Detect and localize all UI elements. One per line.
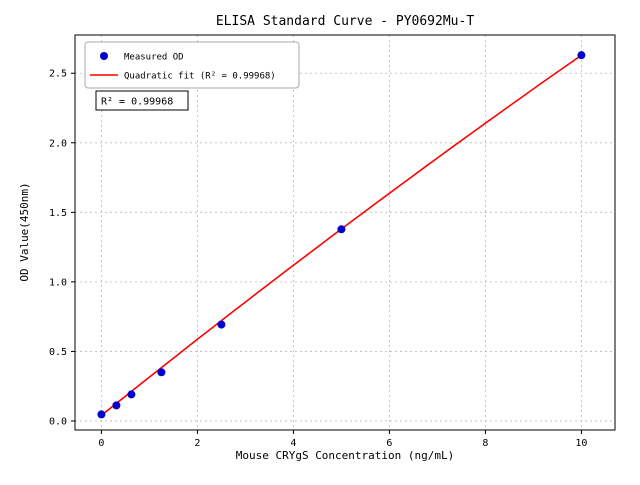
y-tick-label: 0.0: [49, 416, 67, 427]
measured-od-point: [577, 51, 586, 60]
legend-box: [84, 41, 300, 89]
x-tick-label: 2: [194, 438, 200, 449]
measured-od-point: [337, 225, 346, 234]
r-squared-annotation-box: [95, 90, 189, 111]
legend-label-measured-od: Measured OD: [124, 53, 184, 63]
r-squared-annotation-text: R² = 0.99968: [101, 97, 173, 108]
measured-od-point: [217, 320, 226, 329]
measured-od-point: [157, 368, 166, 377]
x-axis-label: Mouse CRYgS Concentration (ng/mL): [236, 449, 455, 462]
y-tick-label: 0.5: [49, 347, 67, 358]
measured-od-point: [112, 401, 121, 410]
legend-label-quadratic-fit: Quadratic fit (R² = 0.99968): [124, 72, 276, 82]
chart-plot-area: 0 2 4 6 8 10 0.0 0.5 1.0 1.5 2.0 2.5 Measured OD Quad…: [49, 34, 616, 449]
y-axis-label: OD Value(450nm): [18, 182, 31, 281]
x-tick-label: 8: [482, 438, 488, 449]
y-tick-label: 1.5: [49, 208, 67, 219]
chart-title: ELISA Standard Curve - PY0692Mu-T: [216, 14, 474, 29]
y-tick-label: 1.0: [49, 277, 67, 288]
x-tick-label: 10: [575, 438, 587, 449]
legend-marker-measured-od: [100, 52, 108, 60]
x-tick-label: 4: [290, 438, 296, 449]
x-tick-label: 6: [386, 438, 392, 449]
y-tick-label: 2.5: [49, 69, 67, 80]
y-tick-label: 2.0: [49, 138, 67, 149]
x-tick-label: 0: [98, 438, 104, 449]
axes-frame: [74, 34, 616, 431]
measured-od-point: [97, 410, 106, 419]
measured-od-point: [127, 390, 136, 399]
